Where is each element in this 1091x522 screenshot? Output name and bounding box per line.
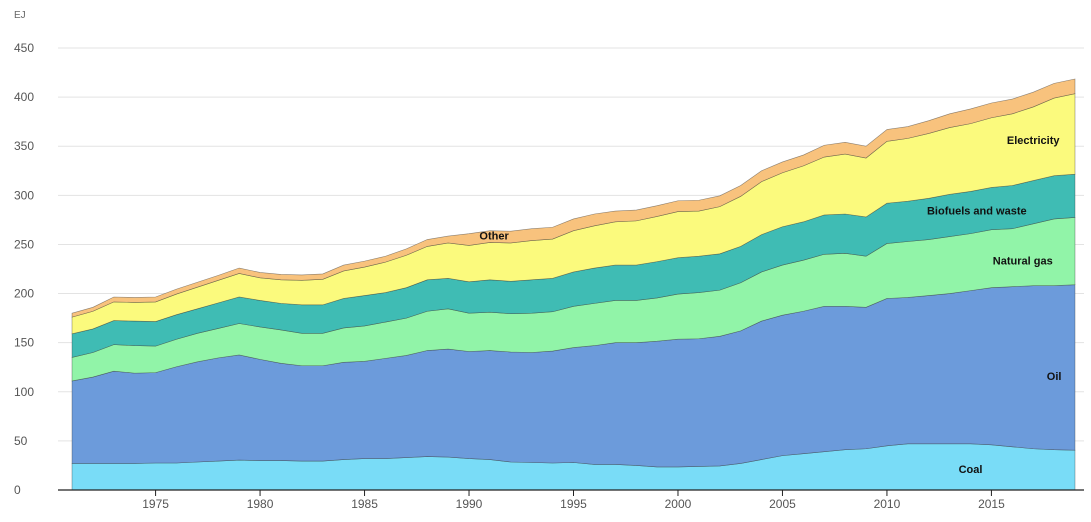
series-label-oil: Oil bbox=[1047, 371, 1062, 383]
y-tick-label: 350 bbox=[14, 139, 34, 153]
x-tick-label: 2005 bbox=[769, 497, 796, 511]
x-tick-label: 2010 bbox=[874, 497, 901, 511]
y-tick-label: 200 bbox=[14, 287, 34, 301]
series-label-coal: Coal bbox=[959, 464, 983, 476]
series-labels: Coal Oil Natural gas Biofuels and waste Elec… bbox=[479, 135, 1061, 476]
y-tick-label: 250 bbox=[14, 237, 34, 251]
y-axis-tick-labels: 0 50 100 150 200 250 300 350 400 450 bbox=[14, 41, 34, 497]
y-tick-label: 0 bbox=[14, 483, 21, 497]
x-axis: 1975 1980 1985 1990 1995 2000 2005 2010 2015 bbox=[58, 489, 1084, 511]
y-tick-label: 450 bbox=[14, 41, 34, 55]
x-tick-label: 1985 bbox=[351, 497, 378, 511]
x-tick-label: 1980 bbox=[247, 497, 274, 511]
area-other bbox=[71, 78, 1076, 318]
x-tick-label: 2015 bbox=[978, 497, 1005, 511]
series-label-natural-gas: Natural gas bbox=[993, 256, 1053, 268]
series-label-electricity: Electricity bbox=[1007, 135, 1060, 147]
y-unit-label: EJ bbox=[14, 10, 26, 21]
x-tick-label: 1990 bbox=[456, 497, 483, 511]
series-label-other: Other bbox=[479, 231, 509, 243]
series-label-biofuels-and-waste: Biofuels and waste bbox=[927, 205, 1027, 217]
y-tick-label: 300 bbox=[14, 188, 34, 202]
x-tick-label: 2000 bbox=[665, 497, 692, 511]
y-tick-label: 400 bbox=[14, 90, 34, 104]
x-tick-label: 1995 bbox=[560, 497, 587, 511]
series-areas bbox=[71, 78, 1076, 491]
x-tick-label: 1975 bbox=[142, 497, 169, 511]
y-tick-label: 150 bbox=[14, 336, 34, 350]
y-tick-label: 50 bbox=[14, 434, 28, 448]
y-tick-label: 100 bbox=[14, 385, 34, 399]
